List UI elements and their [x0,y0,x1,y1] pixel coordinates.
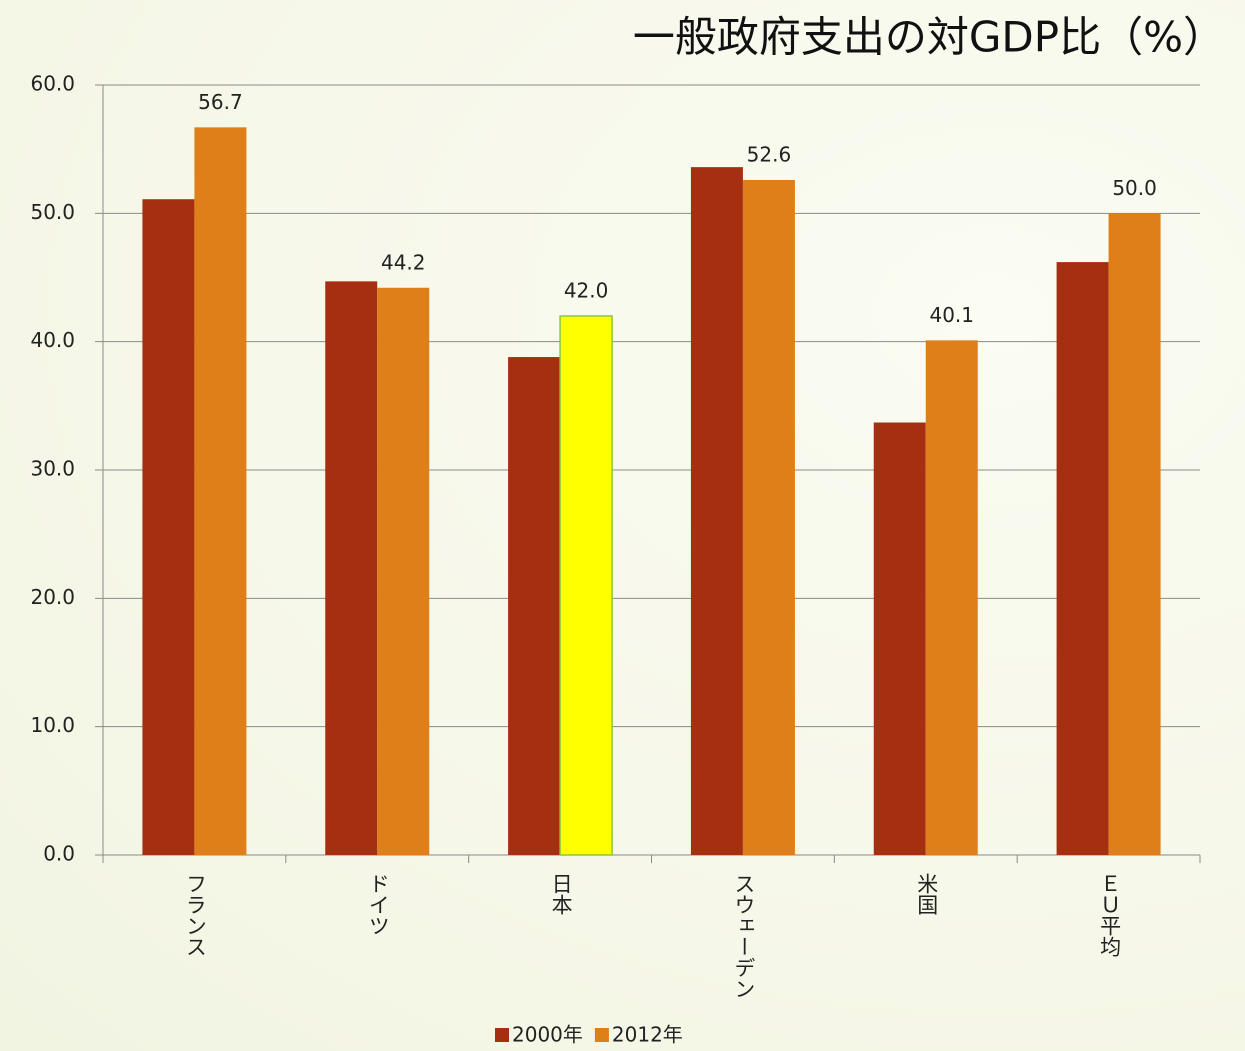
x-tick-label: ＥＵ平均 [1098,873,1122,957]
legend-label: 2012年 [612,1023,683,1047]
legend-label: 2000年 [512,1023,583,1047]
y-tick-label: 10.0 [30,713,75,737]
data-label: 44.2 [381,250,426,274]
legend-swatch [594,1028,609,1042]
x-tick-label: フランス [183,873,207,957]
y-tick-label: 30.0 [30,457,75,481]
bar [873,422,926,855]
data-label: 52.6 [747,142,792,166]
bar [925,340,978,856]
chart-title: 一般政府支出の対GDP比（%） [633,13,1225,62]
y-tick-label: 50.0 [30,200,75,224]
data-label: 42.0 [564,279,609,303]
bar [377,287,430,855]
bar [742,179,795,855]
x-tick-label: スウェーデン [732,873,756,999]
bar [1056,262,1109,856]
bar [559,315,613,856]
x-tick-label: ドイツ [366,873,390,936]
bar [194,127,247,856]
x-tick-label: 米国 [915,873,939,915]
y-tick-label: 60.0 [30,72,75,96]
data-label: 56.7 [198,90,243,114]
bar [325,281,378,856]
y-tick-label: 20.0 [30,585,75,609]
bar [142,199,195,855]
data-label: 50.0 [1112,176,1157,200]
y-tick-label: 0.0 [43,842,75,866]
legend-swatch [495,1028,509,1042]
bar [1108,213,1161,856]
y-tick-label: 40.0 [30,328,75,352]
x-tick-label: 日本 [549,873,573,915]
data-label: 40.1 [929,303,974,327]
bar [690,167,743,856]
bar [508,357,561,855]
